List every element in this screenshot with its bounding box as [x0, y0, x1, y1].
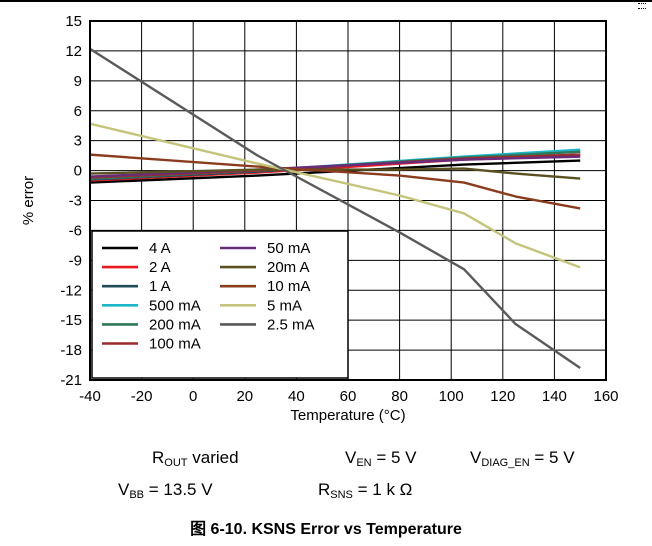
series-line-5-ma — [89, 122, 581, 269]
y-tick-label: -15 — [60, 312, 82, 329]
ven-condition: VEN = 5 V — [345, 448, 417, 469]
legend-label: 50 mA — [267, 240, 310, 257]
series-lines — [89, 47, 581, 370]
vbb-condition: VBB = 13.5 V — [118, 480, 213, 501]
top-rule — [0, 0, 652, 2]
top-dots — [638, 3, 646, 9]
series-line-20m-a — [89, 167, 581, 180]
legend-label: 4 A — [149, 240, 171, 257]
tick-labels: -40 -20 0 20 40 60 80 100 120 140 160 15 12 9 6 3 0 -3 -6 -… — [60, 13, 618, 405]
figure-caption: 图 6-10. KSNS Error vs Temperature — [190, 521, 462, 538]
x-tick-label: 140 — [542, 388, 567, 405]
rout-condition: ROUT varied — [152, 448, 239, 469]
y-tick-label: 12 — [65, 43, 82, 60]
y-tick-label: -3 — [69, 193, 82, 210]
y-tick-label: 0 — [74, 163, 82, 180]
rsns-condition: RSNS = 1 k Ω — [318, 480, 413, 501]
legend-label: 500 mA — [149, 297, 201, 314]
x-tick-label: 20 — [236, 388, 253, 405]
legend-label: 2 A — [149, 259, 171, 276]
vdiag-condition: VDIAG_EN = 5 V — [470, 448, 575, 469]
legend-label: 10 mA — [267, 278, 310, 295]
x-axis-label: Temperature (°C) — [290, 407, 405, 424]
y-tick-label: -6 — [69, 222, 82, 239]
y-tick-label: 15 — [65, 13, 82, 30]
series-line-10-ma — [89, 153, 581, 210]
y-tick-label: 6 — [74, 103, 82, 120]
y-tick-label: 9 — [74, 73, 82, 90]
series-line-50-ma — [89, 155, 581, 178]
plot-frame — [89, 20, 607, 381]
legend-label: 200 mA — [149, 316, 201, 333]
error-vs-temperature-chart: -40 -20 0 20 40 60 80 100 120 140 160 15 12 9 6 3 0 -3 -6 -… — [20, 13, 619, 424]
legend-label: 2.5 mA — [267, 316, 315, 333]
legend-label: 100 mA — [149, 336, 201, 353]
legend: 4 A 2 A 1 A 500 mA 200 mA 100 mA 50 mA 20m A 10 … — [91, 230, 349, 379]
x-tick-label: 0 — [189, 388, 197, 405]
legend-label: 1 A — [149, 278, 171, 295]
x-tick-label: 160 — [593, 388, 618, 405]
y-tick-label: -21 — [60, 372, 82, 389]
y-axis-label: % error — [20, 176, 37, 225]
x-tick-label: 40 — [288, 388, 305, 405]
legend-label: 20m A — [267, 259, 310, 276]
x-tick-label: 60 — [340, 388, 357, 405]
y-tick-label: 3 — [74, 133, 82, 150]
y-tick-label: -9 — [69, 252, 82, 269]
series-line-2.5-ma — [89, 47, 581, 370]
x-tick-label: -20 — [131, 388, 153, 405]
x-tick-label: 80 — [391, 388, 408, 405]
y-tick-label: -18 — [60, 342, 82, 359]
x-tick-label: 100 — [439, 388, 464, 405]
x-tick-label: 120 — [490, 388, 515, 405]
legend-label: 5 mA — [267, 297, 302, 314]
y-tick-label: -12 — [60, 282, 82, 299]
x-tick-label: -40 — [79, 388, 101, 405]
